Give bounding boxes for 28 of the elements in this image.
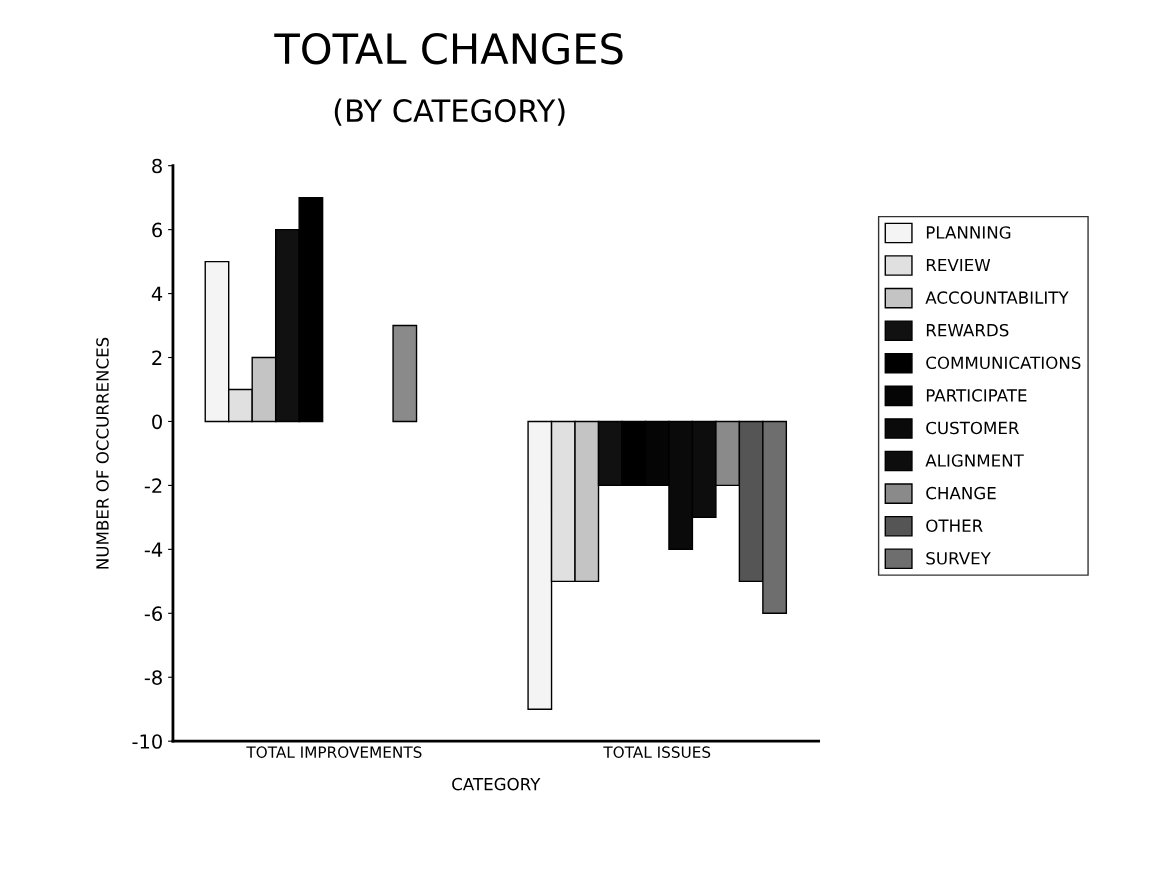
y-tick-label: -10 <box>132 734 162 749</box>
y-tick-label: 6 <box>152 222 162 238</box>
legend-label: CHANGE <box>926 486 996 500</box>
chart-subtitle: (BY CATEGORY) <box>334 98 565 126</box>
legend-label: SURVEY <box>926 551 991 565</box>
y-tick-label: -6 <box>144 606 162 621</box>
bar <box>392 324 418 423</box>
legend-label: REVIEW <box>926 258 991 272</box>
y-tick-label: 8 <box>152 158 162 174</box>
legend-label: ACCOUNTABILITY <box>925 291 1069 304</box>
y-tick-label: -4 <box>144 542 163 557</box>
x-axis-title: CATEGORY <box>452 777 541 791</box>
y-tick-label: -8 <box>144 670 162 685</box>
legend-label: PLANNING <box>926 226 1011 239</box>
legend-label: ALIGNMENT <box>925 454 1024 467</box>
legend-label: COMMUNICATIONS <box>926 356 1081 370</box>
legend-label: OTHER <box>926 519 983 532</box>
x-tick-label: TOTAL IMPROVEMENTS <box>246 746 422 758</box>
x-tick-label: TOTAL ISSUES <box>603 746 711 758</box>
y-tick-label: -2 <box>144 478 162 493</box>
y-tick-label: 4 <box>151 286 163 301</box>
y-tick-label: 0 <box>152 414 162 430</box>
y-tick-label: 2 <box>152 350 162 365</box>
y-axis-title: NUMBER OF OCCURRENCES <box>96 337 109 569</box>
legend-label: REWARDS <box>926 323 1009 337</box>
chart-title: TOTAL CHANGES <box>274 32 623 65</box>
legend-label: PARTICIPATE <box>926 389 1027 402</box>
legend-label: CUSTOMER <box>926 421 1020 435</box>
